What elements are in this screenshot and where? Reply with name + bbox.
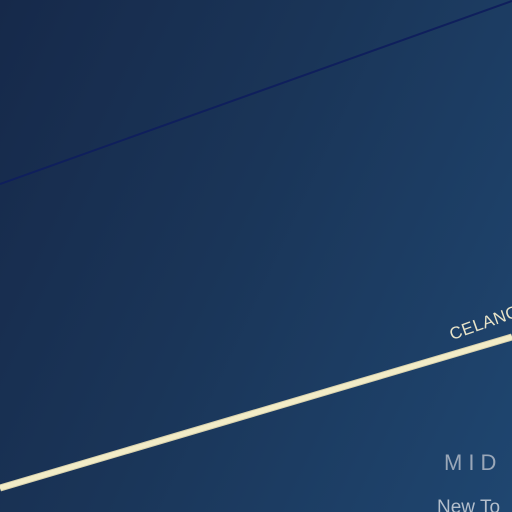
minor-road <box>0 0 512 185</box>
neighborhood-label: New To <box>437 497 501 512</box>
district-label: MID <box>444 450 503 475</box>
major-road <box>0 334 512 491</box>
